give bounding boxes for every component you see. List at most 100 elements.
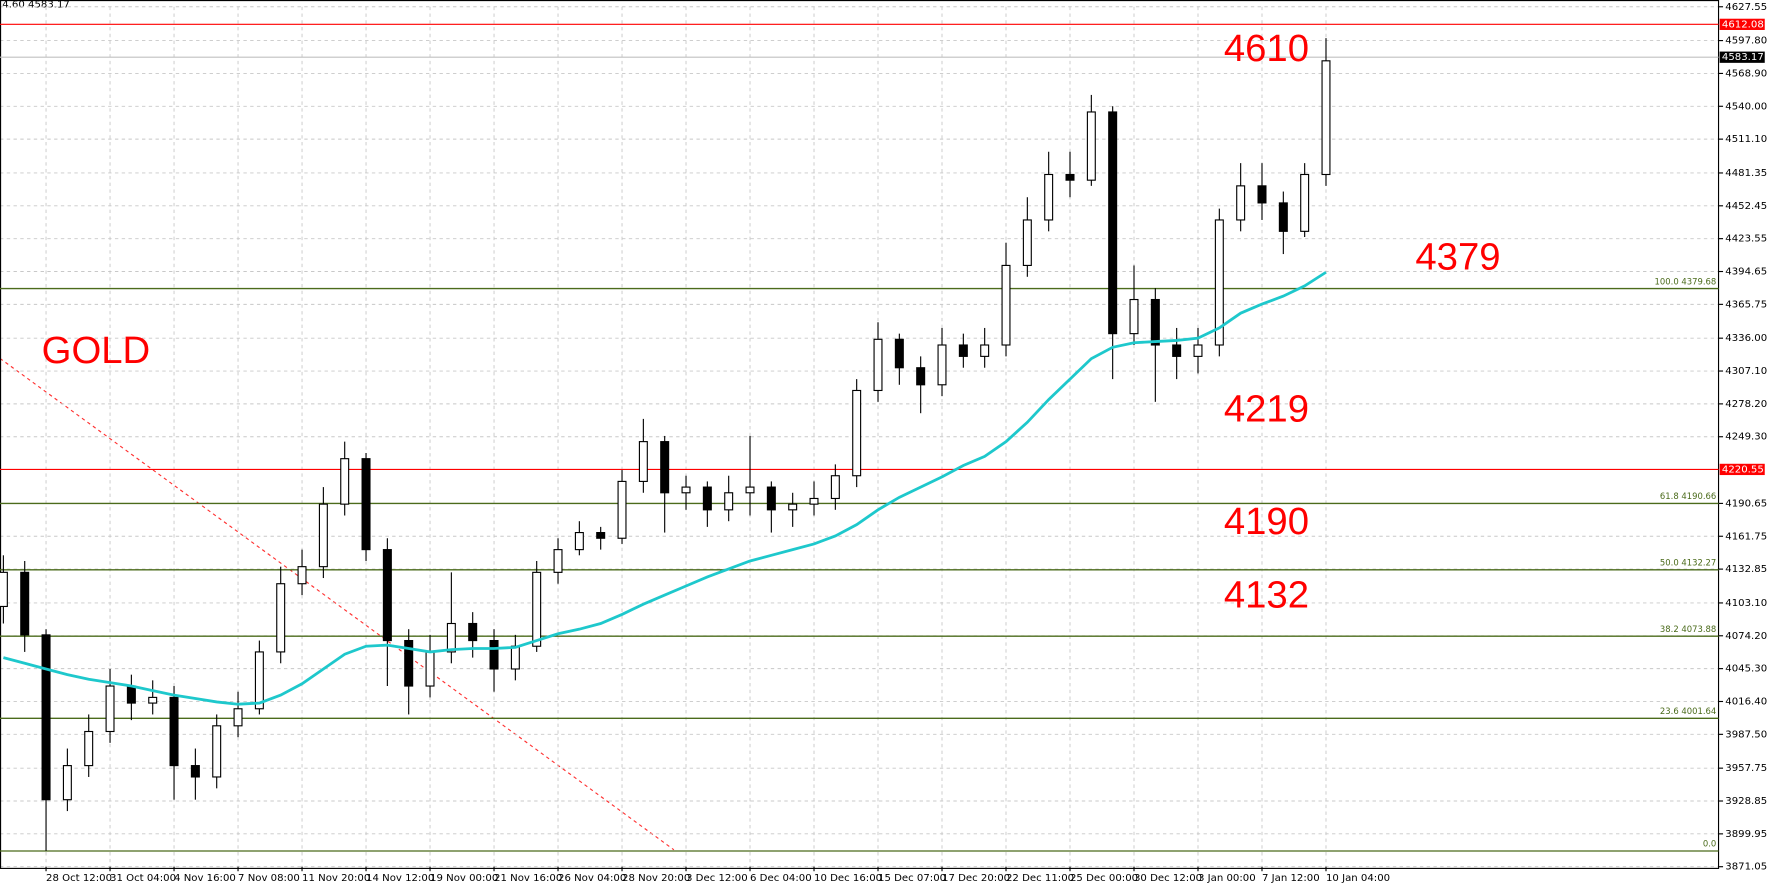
candle-body (1086, 111, 1096, 181)
candle-body (233, 708, 243, 727)
y-tick-label: 4074.20 (1725, 631, 1767, 642)
candle-body (1257, 185, 1267, 204)
candle-body (126, 685, 136, 704)
candle-body (425, 651, 435, 687)
y-tick-label: 4481.35 (1725, 168, 1767, 179)
x-tick-label: 28 Nov 20:00 (622, 873, 690, 884)
candle-body (809, 497, 819, 505)
level-label: 4612.08 (1722, 19, 1764, 30)
x-tick-label: 21 Nov 16:00 (494, 873, 562, 884)
x-tick-label: 25 Dec 00:00 (1070, 873, 1138, 884)
y-tick-label: 3957.75 (1725, 763, 1767, 774)
candle-body (681, 486, 691, 494)
y-tick-label: 4336.00 (1725, 333, 1767, 344)
x-tick-label: 4 Nov 16:00 (174, 873, 236, 884)
y-tick-label: 4278.20 (1725, 399, 1767, 410)
candle-body (1001, 264, 1011, 346)
candle-body (1108, 111, 1118, 335)
level-tag (1719, 18, 1765, 30)
candle-body (41, 634, 51, 801)
candle-body (617, 480, 627, 539)
x-tick-label: 19 Nov 00:00 (430, 873, 498, 884)
candle-body (830, 475, 840, 500)
x-tick-label: 3 Dec 12:00 (686, 873, 748, 884)
x-tick-label: 11 Nov 20:00 (302, 873, 370, 884)
annotation: 4610 (1224, 27, 1309, 70)
candle-body (1065, 173, 1075, 181)
candle-body (84, 730, 94, 767)
x-tick-label: 31 Oct 04:00 (110, 873, 176, 884)
candle-body (1150, 298, 1160, 346)
candle-body (468, 622, 478, 642)
candle-body (574, 532, 584, 551)
candle-body (510, 645, 520, 670)
candle-body (532, 571, 542, 647)
candle-body (660, 441, 670, 494)
candle-body (1193, 344, 1203, 357)
y-tick-label: 4423.55 (1725, 234, 1767, 245)
candle-body (1129, 298, 1139, 335)
y-tick-label: 4307.10 (1725, 366, 1767, 377)
x-tick-label: 26 Nov 04:00 (558, 873, 626, 884)
candle-body (276, 583, 286, 653)
candle-body (1236, 185, 1246, 221)
candle-body (105, 685, 115, 733)
price-tag (1719, 51, 1765, 63)
level-label: 4220.55 (1722, 464, 1764, 475)
fib-label: 38.2 4073.88 (1660, 624, 1716, 634)
y-tick-label: 4568.90 (1725, 68, 1767, 79)
y-tick-label: 4103.10 (1725, 598, 1767, 609)
candle-body (873, 338, 883, 392)
candle-body (937, 344, 947, 386)
candle-body (638, 441, 648, 482)
x-tick-label: 10 Dec 16:00 (814, 873, 882, 884)
x-tick-label: 10 Jan 04:00 (1326, 873, 1390, 884)
fib-label: 61.8 4190.66 (1660, 491, 1716, 501)
y-tick-label: 4627.55 (1725, 2, 1767, 13)
candle-body (361, 458, 371, 551)
y-tick-label: 3928.85 (1725, 796, 1767, 807)
fib-label: 23.6 4001.64 (1660, 706, 1716, 716)
candle-body (596, 532, 606, 539)
candle-body (254, 651, 264, 710)
annotation: 4190 (1224, 500, 1309, 543)
y-tick-label: 4249.30 (1725, 432, 1767, 443)
candle-body (62, 765, 72, 801)
x-tick-label: 3 Jan 00:00 (1198, 873, 1256, 884)
y-tick-label: 3871.05 (1725, 862, 1767, 873)
candle-body (958, 344, 968, 357)
y-tick-label: 4132.85 (1725, 564, 1767, 575)
y-tick-label: 3987.50 (1725, 729, 1767, 740)
x-tick-label: 28 Oct 12:00 (46, 873, 112, 884)
candle-body (446, 622, 456, 653)
x-tick-label: 30 Dec 12:00 (1134, 873, 1202, 884)
candle-body (20, 571, 30, 636)
plot-frame (0, 0, 1720, 869)
annotation: GOLD (42, 329, 151, 372)
candle-body (724, 492, 734, 511)
fib-label: 0.0 (1703, 839, 1716, 849)
candle-body (1214, 219, 1224, 346)
candle-body (0, 571, 8, 608)
candle-body (212, 725, 222, 778)
candle-body (980, 344, 990, 357)
x-tick-label: 14 Nov 12:00 (366, 873, 434, 884)
candle-body (404, 639, 414, 687)
candle-body (766, 486, 776, 511)
x-tick-label: 6 Dec 04:00 (750, 873, 812, 884)
candle-body (190, 765, 200, 778)
price-label: 4583.17 (1722, 52, 1764, 63)
annotation: 4379 (1415, 235, 1500, 278)
candle-body (1321, 60, 1331, 176)
annotation: 4132 (1224, 573, 1309, 616)
candle-body (894, 338, 904, 369)
y-tick-label: 4540.00 (1725, 101, 1767, 112)
candle-body (340, 458, 350, 505)
annotation: 4219 (1224, 388, 1309, 431)
candle-body (553, 549, 563, 573)
candle-body (1278, 202, 1288, 232)
candle-body (1022, 219, 1032, 266)
x-tick-label: 15 Dec 07:00 (878, 873, 946, 884)
